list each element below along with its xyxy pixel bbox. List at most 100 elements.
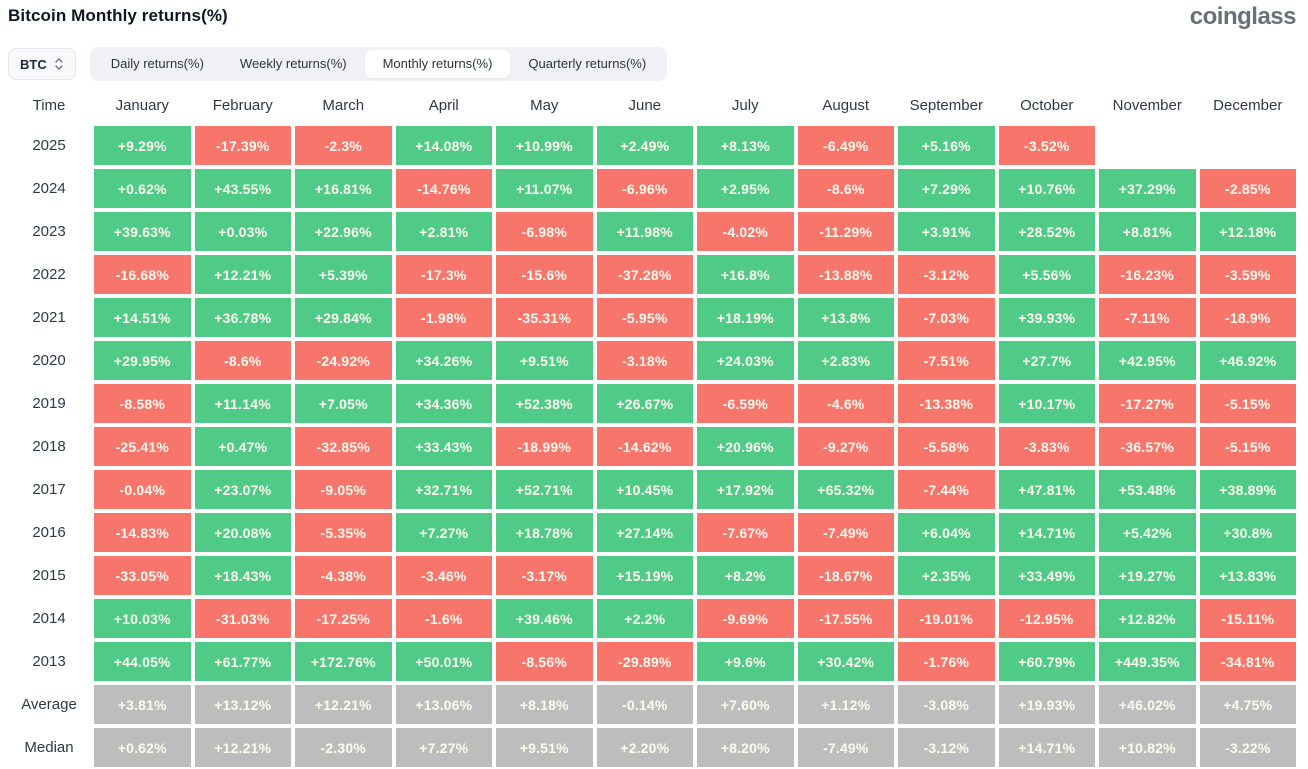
return-cell: -5.35% — [295, 513, 392, 552]
return-cell: -3.08% — [898, 685, 995, 724]
coin-selector[interactable]: BTC — [8, 48, 76, 80]
return-cell: +10.99% — [496, 126, 593, 165]
return-cell — [1099, 126, 1196, 165]
return-cell: -13.38% — [898, 384, 995, 423]
return-cell: +9.29% — [94, 126, 191, 165]
return-cell: +50.01% — [395, 642, 492, 681]
return-cell: +9.6% — [697, 642, 794, 681]
return-cell: -18.67% — [797, 556, 894, 595]
return-cell: -3.12% — [898, 728, 995, 767]
return-cell: -9.27% — [797, 427, 894, 466]
column-header-month: November — [1112, 97, 1182, 114]
return-cell: +0.03% — [194, 212, 291, 251]
return-cell: -8.56% — [496, 642, 593, 681]
tab-monthly[interactable]: Monthly returns(%) — [364, 50, 511, 78]
return-cell: -6.59% — [697, 384, 794, 423]
return-cell: -35.31% — [496, 298, 593, 337]
return-cell: +11.07% — [496, 169, 593, 208]
return-cell: +3.81% — [94, 685, 191, 724]
return-cell: -25.41% — [94, 427, 191, 466]
row-label-year: 2019 — [32, 395, 66, 412]
return-cell: +13.12% — [194, 685, 291, 724]
return-cell: +7.27% — [395, 728, 492, 767]
return-cell: +52.71% — [496, 470, 593, 509]
row-label-year: 2025 — [32, 137, 66, 154]
return-cell: +2.95% — [697, 169, 794, 208]
return-cell: +0.62% — [94, 169, 191, 208]
return-cell: +172.76% — [295, 642, 392, 681]
tab-weekly[interactable]: Weekly returns(%) — [239, 56, 347, 71]
return-cell: +8.81% — [1099, 212, 1196, 251]
return-cell: -6.98% — [496, 212, 593, 251]
return-cell: -2.85% — [1199, 169, 1296, 208]
column-header-month: June — [628, 97, 662, 114]
return-cell: -8.6% — [797, 169, 894, 208]
return-cell: +20.96% — [697, 427, 794, 466]
column-header-month: February — [212, 97, 273, 114]
return-cell: +30.42% — [797, 642, 894, 681]
return-cell: -24.92% — [295, 341, 392, 380]
row-label-year: 2023 — [32, 223, 66, 240]
return-cell: +1.12% — [797, 685, 894, 724]
return-cell: +18.78% — [496, 513, 593, 552]
return-cell: -31.03% — [194, 599, 291, 638]
return-cell: -3.59% — [1199, 255, 1296, 294]
return-cell: -18.99% — [496, 427, 593, 466]
return-cell: +11.98% — [596, 212, 693, 251]
return-cell: -6.96% — [596, 169, 693, 208]
tab-daily[interactable]: Daily returns(%) — [110, 56, 204, 71]
return-cell: -15.11% — [1199, 599, 1296, 638]
return-cell: -12.95% — [998, 599, 1095, 638]
return-cell: +34.26% — [395, 341, 492, 380]
return-cell: +10.82% — [1099, 728, 1196, 767]
return-cell: +7.05% — [295, 384, 392, 423]
return-cell: +19.27% — [1099, 556, 1196, 595]
return-cell: +7.27% — [395, 513, 492, 552]
return-cell: -3.22% — [1199, 728, 1296, 767]
return-cell: +33.49% — [998, 556, 1095, 595]
return-cell: +5.56% — [998, 255, 1095, 294]
return-cell: -1.98% — [395, 298, 492, 337]
return-cell: +65.32% — [797, 470, 894, 509]
return-cell: +38.89% — [1199, 470, 1296, 509]
return-cell: +36.78% — [194, 298, 291, 337]
return-cell: -3.46% — [395, 556, 492, 595]
return-cell: +44.05% — [94, 642, 191, 681]
return-cell: +39.46% — [496, 599, 593, 638]
return-cell: +13.8% — [797, 298, 894, 337]
return-cell: +5.16% — [898, 126, 995, 165]
column-header-month: October — [1020, 97, 1074, 114]
return-cell: -33.05% — [94, 556, 191, 595]
return-cell: -2.30% — [295, 728, 392, 767]
coinglass-logo: coinglass — [1189, 3, 1297, 30]
return-cell: +18.19% — [697, 298, 794, 337]
return-cell: -3.83% — [998, 427, 1095, 466]
returns-table: Time January February March April May June July… — [8, 89, 1296, 767]
return-cell: -36.57% — [1099, 427, 1196, 466]
return-cell: +14.08% — [395, 126, 492, 165]
return-cell: -9.69% — [697, 599, 794, 638]
return-cell: +46.02% — [1099, 685, 1196, 724]
return-cell: +8.13% — [697, 126, 794, 165]
return-cell: -32.85% — [295, 427, 392, 466]
return-cell: +47.81% — [998, 470, 1095, 509]
return-cell: +39.93% — [998, 298, 1095, 337]
return-cell: +60.79% — [998, 642, 1095, 681]
return-cell: +53.48% — [1099, 470, 1196, 509]
return-cell: -13.88% — [797, 255, 894, 294]
return-cell: -17.55% — [797, 599, 894, 638]
return-cell: -17.39% — [194, 126, 291, 165]
row-label-year: 2015 — [32, 567, 66, 584]
column-header-month: July — [731, 97, 759, 114]
return-cell: +12.21% — [295, 685, 392, 724]
return-cell: +33.43% — [395, 427, 492, 466]
return-cell: -4.38% — [295, 556, 392, 595]
tab-quarterly[interactable]: Quarterly returns(%) — [528, 56, 647, 71]
return-cell: -37.28% — [596, 255, 693, 294]
return-cell: +20.08% — [194, 513, 291, 552]
return-cell: -14.62% — [596, 427, 693, 466]
return-cell: +17.92% — [697, 470, 794, 509]
return-cell: -17.27% — [1099, 384, 1196, 423]
row-label-year: 2021 — [32, 309, 66, 326]
return-cell: +14.51% — [94, 298, 191, 337]
